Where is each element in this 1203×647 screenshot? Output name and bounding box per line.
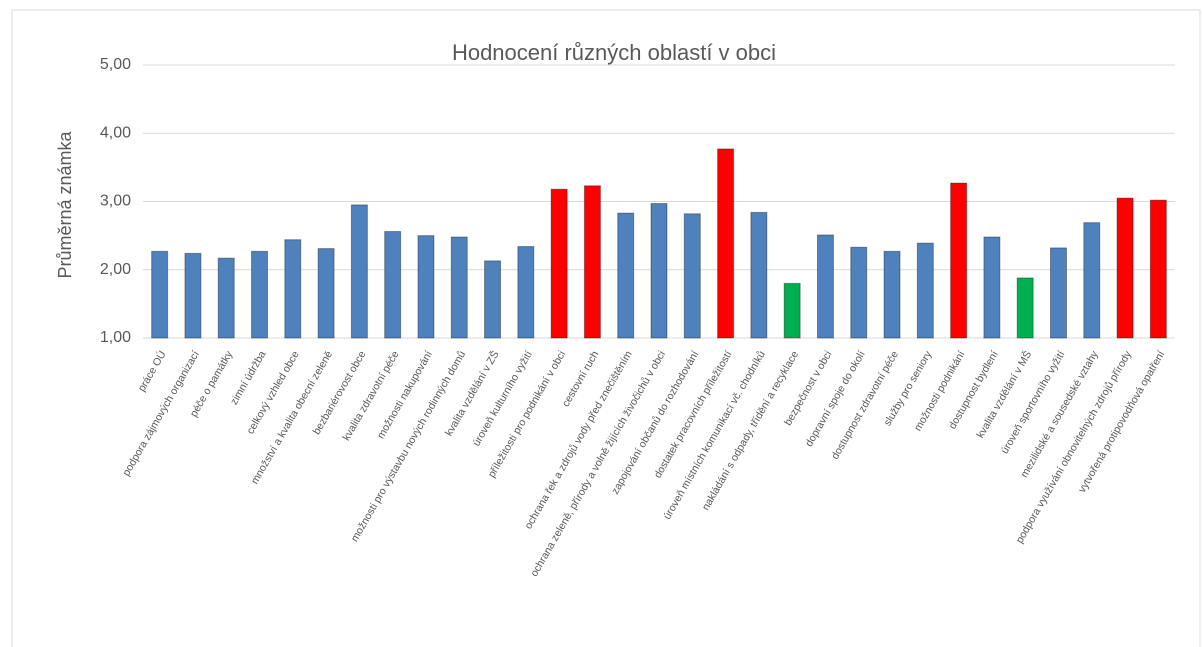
bar [1149, 199, 1167, 339]
y-axis-title: Průměrná známka [55, 130, 75, 278]
bar [583, 185, 601, 339]
bar [350, 204, 368, 339]
bar [850, 246, 868, 339]
chart-title: Hodnocení různých oblastí v obci [452, 40, 776, 65]
bar [1049, 247, 1067, 339]
y-tick-label: 2,00 [100, 261, 131, 278]
bar [983, 236, 1001, 339]
bar [384, 231, 402, 339]
bar [1016, 277, 1034, 339]
bar [717, 148, 735, 339]
y-tick-label: 5,00 [100, 56, 131, 73]
bar [683, 213, 701, 339]
bar [916, 242, 934, 339]
bar [151, 250, 169, 339]
bar [617, 212, 635, 339]
bar [284, 239, 302, 339]
bar [816, 234, 834, 339]
bar [517, 246, 535, 339]
bar [883, 250, 901, 339]
bar [184, 252, 202, 339]
bar [484, 260, 502, 339]
y-tick-label: 1,00 [100, 329, 131, 346]
bar [1083, 222, 1101, 339]
bar [317, 248, 335, 339]
bar [251, 250, 269, 339]
y-tick-label: 4,00 [100, 124, 131, 141]
bar [417, 235, 435, 339]
chart-border [11, 9, 1201, 647]
bar [1116, 197, 1134, 339]
bar [650, 203, 668, 339]
y-tick-label: 3,00 [100, 193, 131, 210]
bar [550, 188, 568, 339]
bar [950, 182, 968, 339]
bar [450, 236, 468, 339]
bar [750, 211, 768, 339]
bar [217, 257, 235, 339]
bar [783, 282, 801, 339]
